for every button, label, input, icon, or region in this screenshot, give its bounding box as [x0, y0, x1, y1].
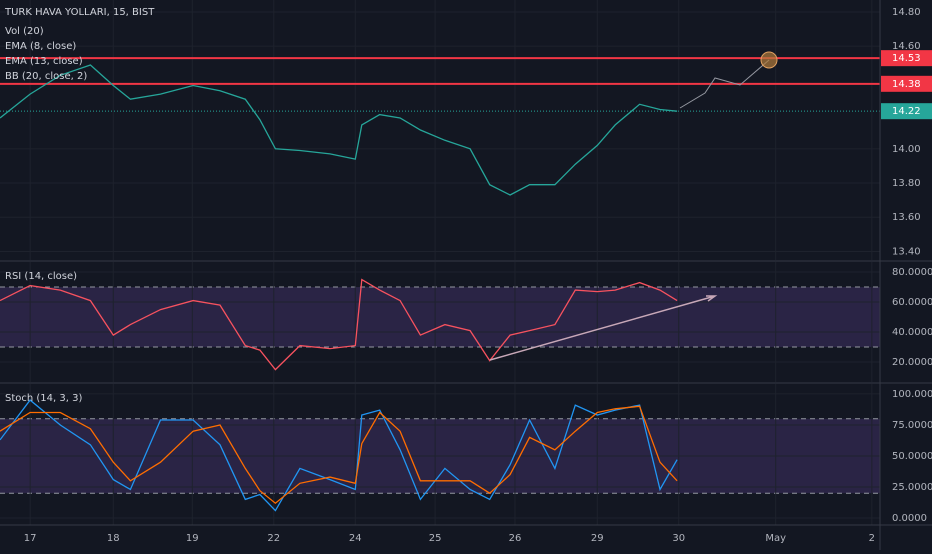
panel-title: RSI (14, close) — [5, 271, 77, 282]
x-tick-label: 17 — [24, 533, 37, 544]
price-label: 14.53 — [892, 53, 921, 64]
x-tick-label: 24 — [349, 533, 362, 544]
axes: 14.80 14.60 14.00 13.80 13.60 13.40 14.53 14.38… — [24, 7, 932, 544]
price-label: 14.22 — [892, 106, 921, 117]
x-tick-label: May — [765, 533, 786, 544]
series-line — [0, 278, 678, 371]
panel-title: Stoch (14, 3, 3) — [5, 393, 82, 404]
price-label-bg — [881, 75, 932, 92]
y-tick-label: 50.0000 — [892, 451, 932, 462]
x-tick-label: 30 — [672, 533, 685, 544]
series-line — [0, 64, 678, 196]
y-tick-label: 100.0000 — [892, 389, 932, 400]
x-tick-label: 25 — [429, 533, 442, 544]
grid — [0, 0, 880, 525]
y-tick-label: 0.0000 — [892, 513, 927, 524]
price-label: 14.38 — [892, 79, 921, 90]
band-fill — [0, 287, 880, 348]
study-label: BB (20, close, 2) — [5, 71, 87, 82]
x-tick-label: 19 — [186, 533, 199, 544]
x-tick-label: 22 — [267, 533, 280, 544]
study-label: EMA (13, close) — [5, 56, 83, 67]
x-tick-label: 29 — [591, 533, 604, 544]
x-tick-label: 26 — [509, 533, 522, 544]
y-tick-label: 25.0000 — [892, 482, 932, 493]
symbol-title: TURK HAVA YOLLARI, 15, BIST — [4, 7, 155, 18]
y-tick-label: 14.80 — [892, 7, 921, 18]
y-tick-label: 13.80 — [892, 178, 921, 189]
series-line — [0, 399, 678, 512]
y-tick-label: 60.0000 — [892, 297, 932, 308]
y-tick-label: 20.0000 — [892, 357, 932, 368]
x-tick-label: 18 — [107, 533, 120, 544]
price-label-bg — [881, 103, 932, 120]
y-tick-label: 80.0000 — [892, 267, 932, 278]
legend: TURK HAVA YOLLARI, 15, BIST Vol (20) EMA… — [4, 7, 155, 404]
price-label-bg — [881, 50, 932, 67]
series-line — [0, 405, 678, 505]
y-tick-label: 13.60 — [892, 212, 921, 223]
projection-drawing — [679, 59, 770, 109]
study-label: Vol (20) — [5, 26, 44, 37]
y-tick-label: 14.00 — [892, 144, 921, 155]
x-tick-label: 2 — [869, 533, 875, 544]
trend-arrow — [489, 295, 718, 361]
target-marker — [760, 51, 778, 69]
y-tick-label: 14.60 — [892, 41, 921, 52]
plot — [0, 57, 880, 512]
y-tick-label: 75.0000 — [892, 420, 932, 431]
y-tick-label: 40.0000 — [892, 327, 932, 338]
y-tick-label: 13.40 — [892, 246, 921, 257]
study-label: EMA (8, close) — [5, 41, 76, 52]
